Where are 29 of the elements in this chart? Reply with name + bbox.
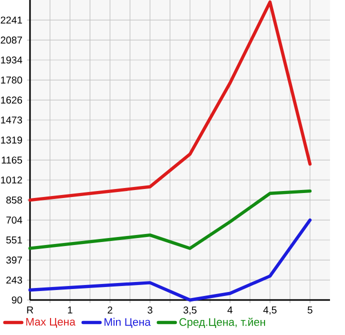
- x-tick-label: 2: [108, 306, 112, 314]
- legend-label: Min Цена: [104, 318, 151, 328]
- y-tick-label: 704: [6, 216, 22, 224]
- y-tick-label: 1626: [1, 96, 22, 104]
- legend-label: Max Цена: [26, 318, 76, 328]
- y-tick-label: 90: [12, 296, 22, 304]
- line-series: [28, 189, 312, 250]
- y-tick-label: 2241: [0, 16, 22, 24]
- x-tick-label: 3: [148, 306, 152, 314]
- y-tick-label: 551: [6, 236, 22, 244]
- x-tick-label: 1: [68, 306, 72, 314]
- y-tick-label: 2087: [0, 36, 22, 44]
- y-tick-label: 243: [6, 276, 22, 284]
- x-tick-label: 3,5: [183, 306, 197, 315]
- y-tick-label: 1165: [2, 156, 22, 164]
- y-tick-label: 1319: [1, 136, 22, 144]
- line-series: [28, 0, 312, 202]
- y-tick-label: 1012: [1, 176, 22, 184]
- x-tick-label: R: [27, 306, 34, 314]
- line-series: [28, 218, 312, 302]
- x-tick-label: 4: [227, 306, 232, 314]
- y-tick-label: 858: [6, 196, 22, 204]
- x-tick-label: 4,5: [263, 306, 277, 315]
- y-tick-label: 397: [6, 256, 22, 264]
- x-tick-label: 5: [308, 306, 312, 314]
- y-tick-label: 1780: [1, 76, 22, 84]
- y-tick-label: 1934: [1, 56, 22, 64]
- y-tick-label: 1473: [1, 116, 22, 124]
- legend-label: Сред.Цена, т.йен: [179, 318, 266, 328]
